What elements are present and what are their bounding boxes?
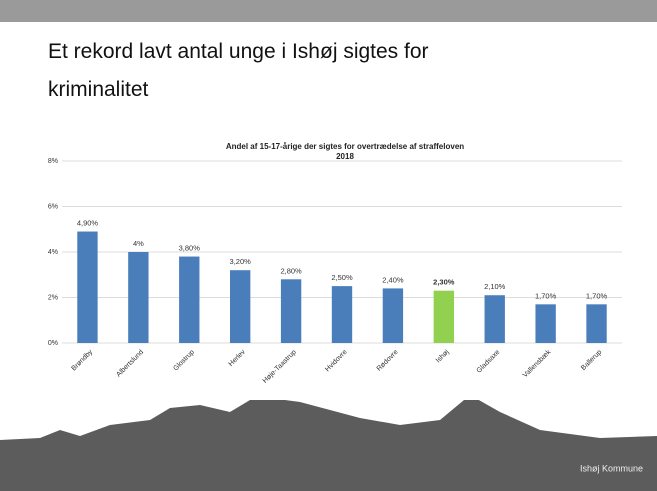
value-label: 3,20%	[230, 257, 252, 266]
x-tick-label: Ballerup	[580, 349, 603, 372]
y-tick-label: 0%	[48, 340, 58, 347]
y-tick-label: 6%	[48, 203, 58, 210]
bar	[382, 288, 404, 343]
value-label: 2,80%	[280, 266, 302, 275]
y-tick-label: 2%	[48, 294, 58, 301]
value-label: 2,10%	[484, 282, 506, 291]
x-tick-label: Glostrup	[172, 349, 196, 373]
bar	[535, 304, 556, 343]
bar	[280, 279, 302, 343]
chart-title: Andel af 15-17-årige der sigtes for over…	[226, 142, 464, 151]
bar	[433, 290, 454, 343]
value-label: 4%	[133, 239, 144, 248]
chart-subtitle: 2018	[336, 152, 354, 161]
x-tick-label: Herlev	[228, 348, 248, 368]
slide-title-cont: kriminalitet	[48, 78, 149, 101]
x-tick-label: Hvidovre	[324, 349, 349, 374]
bar	[128, 252, 149, 343]
x-tick-label: Vallensbæk	[522, 348, 553, 379]
bar	[77, 231, 98, 343]
x-tick-label: Ishøj	[435, 348, 451, 364]
bar	[484, 295, 505, 343]
x-tick-label: Albertslund	[115, 349, 145, 379]
slide-title-line: Et rekord lavt antal unge i Ishøj sigtes…	[48, 40, 434, 101]
value-label: 1,70%	[586, 291, 608, 300]
skyline-edge	[0, 395, 657, 440]
footer: Ishøj Kommune	[580, 463, 643, 473]
y-tick-label: 4%	[48, 249, 58, 256]
x-tick-label: Brøndby	[71, 348, 95, 372]
x-tick-label: Rødovre	[376, 349, 400, 373]
value-label: 3,80%	[179, 244, 201, 253]
bar	[230, 270, 251, 343]
x-tick-label: Høje-Taastrup	[262, 349, 298, 385]
value-label: 2,30%	[433, 278, 455, 287]
bar	[179, 256, 200, 343]
value-label: 2,40%	[382, 275, 404, 284]
x-tick-label: Gladsaxe	[476, 349, 502, 375]
bar	[586, 304, 607, 343]
y-tick-label: 8%	[48, 158, 58, 165]
top-image-strip	[0, 0, 657, 22]
value-label: 1,70%	[535, 291, 557, 300]
value-label: 4,90%	[77, 219, 99, 228]
slide-title: Et rekord lavt antal unge i Ishøj sigtes…	[48, 40, 429, 63]
bar	[331, 286, 353, 343]
value-label: 2,50%	[331, 273, 353, 282]
